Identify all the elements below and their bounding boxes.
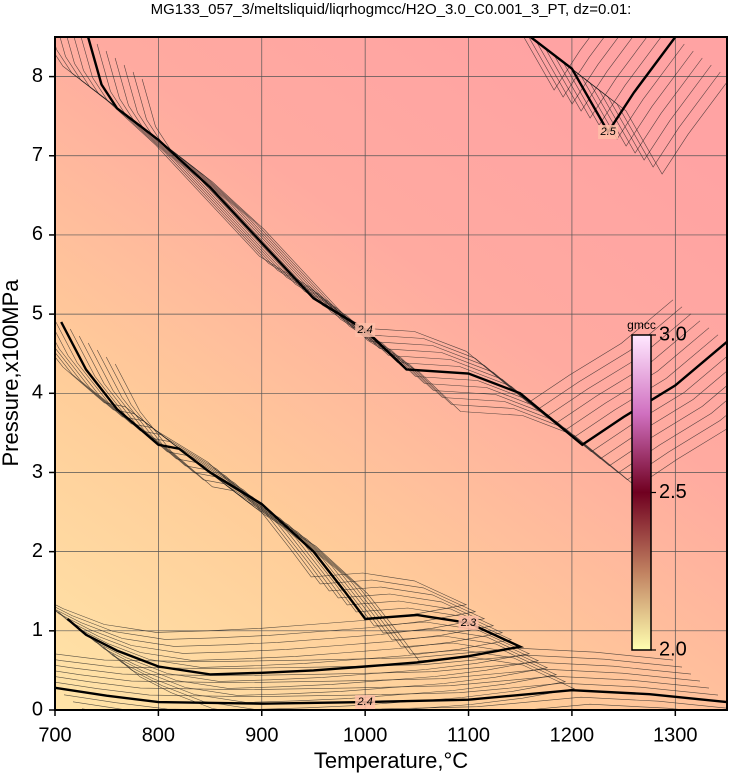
contour-label: 2.4: [357, 696, 373, 708]
minor-contour: [55, 654, 683, 670]
y-tick-label: 1: [32, 619, 43, 641]
contour-label-bg: [355, 695, 376, 710]
colorbar-tick-label: 2.5: [659, 481, 687, 503]
contour-label-bg: [355, 322, 376, 337]
contour-label-bg: [458, 615, 479, 630]
x-tick-label: 800: [142, 724, 175, 746]
contour-label-bg: [598, 125, 619, 140]
y-tick-label: 2: [32, 540, 43, 562]
minor-contour: [528, 37, 605, 98]
minor-contour: [55, 661, 692, 677]
y-tick-label: 6: [32, 223, 43, 245]
minor-contour: [55, 351, 477, 640]
contour-label: 2.3: [460, 617, 477, 629]
minor-contour: [87, 342, 549, 696]
x-tick-label: 1000: [343, 724, 388, 746]
chart-title: MG133_057_3/meltsliquid/liqrhogmcc/H2O_3…: [151, 1, 632, 18]
minor-contour: [55, 647, 674, 663]
minor-contour: [141, 78, 727, 488]
minor-contour: [109, 730, 734, 746]
colorbar-tick-label: 3.0: [659, 323, 687, 345]
minor-contour: [584, 78, 727, 175]
x-tick-label: 1300: [653, 724, 698, 746]
y-tick-label: 7: [32, 144, 43, 166]
minor-contour: [530, 37, 619, 105]
minor-contour: [55, 319, 513, 668]
minor-contour: [91, 716, 734, 732]
minor-contour: [55, 675, 710, 691]
colorbar: gmcc 3.0 2.5 2.0: [627, 318, 687, 660]
minor-contour: [55, 668, 701, 684]
x-tick-label: 700: [38, 724, 71, 746]
minor-contour: [55, 340, 495, 654]
colorbar-label: gmcc: [627, 318, 656, 332]
minor-contour: [114, 363, 576, 710]
x-axis-label: Temperature,°C: [314, 748, 468, 773]
minor-contour: [105, 356, 567, 710]
y-tick-label: 3: [32, 461, 43, 483]
contours: 2.4 2.3 2.5 2.4: [55, 37, 727, 710]
x-tick-label: 1100: [447, 724, 490, 746]
x-tick-label: 900: [245, 724, 278, 746]
y-tick-label: 5: [32, 302, 43, 324]
minor-contour: [55, 347, 486, 647]
contour-label: 2.5: [599, 126, 616, 138]
plot-frame: [54, 36, 728, 711]
minor-contour: [72, 701, 689, 710]
colorbar-scale: [631, 334, 652, 651]
y-tick-label: 4: [32, 382, 43, 404]
x-tick-label: 1200: [550, 724, 595, 746]
minor-contour: [78, 335, 540, 689]
minor-contour: [96, 349, 558, 703]
axes: 700 800 900 1000 1100 1200 1300 0 1 2 3 4 5 6 7 8: [32, 65, 698, 746]
minor-contour: [81, 708, 92, 710]
y-axis-label: Pressure,x100MPa: [0, 279, 23, 467]
y-tick-label: 0: [32, 698, 43, 720]
contour-label: 2.4: [357, 324, 373, 336]
minor-contour: [523, 37, 591, 91]
colorbar-tick-label: 2.0: [659, 638, 687, 660]
minor-contour: [55, 329, 504, 661]
y-tick-label: 8: [32, 65, 43, 87]
minor-contour: [55, 356, 468, 633]
minor-contour: [100, 723, 734, 739]
